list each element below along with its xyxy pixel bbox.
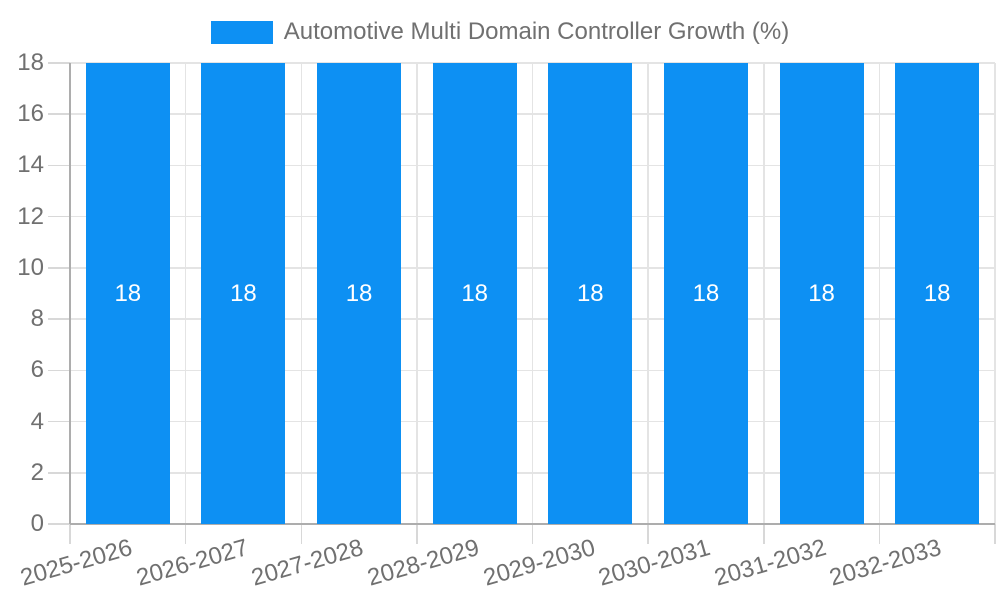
bar-value-label: 18 <box>923 279 951 307</box>
y-tick-label: 14 <box>17 151 44 179</box>
bar <box>317 63 402 524</box>
y-tick-mark <box>48 113 70 115</box>
bar <box>779 63 864 524</box>
x-tick-label: 2025-2026 <box>17 534 136 592</box>
x-tick-mark <box>878 524 881 544</box>
y-tick-mark <box>48 267 70 269</box>
x-tick-mark <box>763 524 765 544</box>
x-tick-label: 2030-2031 <box>595 534 714 592</box>
y-tick-label: 2 <box>30 458 44 486</box>
bar <box>85 63 170 524</box>
bar <box>663 63 748 524</box>
x-tick-mark <box>647 524 649 544</box>
bar-value-label: 18 <box>345 279 373 307</box>
bar-value-label: 18 <box>461 279 489 307</box>
x-tick-mark <box>69 524 71 544</box>
y-tick-label: 4 <box>30 407 44 435</box>
x-tick-label: 2029-2030 <box>479 534 598 592</box>
bar-value-label: 18 <box>808 279 835 307</box>
y-tick-mark <box>48 523 70 525</box>
y-tick-mark <box>48 62 70 64</box>
legend-label: Automotive Multi Domain Controller Growt… <box>283 18 790 45</box>
x-tick-label: 2031-2032 <box>711 534 830 592</box>
x-tick-label: 2028-2029 <box>364 534 483 592</box>
bar-value-label: 18 <box>576 279 604 307</box>
x-tick-mark <box>994 524 996 544</box>
y-tick-label: 0 <box>30 510 44 537</box>
x-tick-mark <box>416 524 418 544</box>
x-gridline <box>531 63 534 524</box>
x-gridline <box>300 63 302 524</box>
bar-value-label: 18 <box>114 279 142 307</box>
y-tick-label: 6 <box>30 356 44 384</box>
y-tick-label: 18 <box>17 49 44 76</box>
x-gridline <box>416 63 418 524</box>
y-axis-line <box>69 63 71 524</box>
y-tick-mark <box>48 420 70 423</box>
x-tick-label: 2027-2028 <box>248 534 367 592</box>
x-tick-label: 2026-2027 <box>133 534 251 592</box>
x-gridline <box>647 63 649 524</box>
bar <box>432 63 517 524</box>
y-tick-mark <box>48 472 70 474</box>
x-tick-mark <box>531 524 534 544</box>
bar <box>201 63 286 524</box>
y-tick-mark <box>48 369 70 372</box>
x-gridline <box>763 63 765 524</box>
bar <box>895 63 980 524</box>
x-gridline <box>184 63 187 524</box>
y-tick-label: 12 <box>17 202 44 230</box>
x-axis-line <box>70 523 995 525</box>
bar <box>548 63 633 524</box>
y-tick-label: 8 <box>30 305 44 333</box>
y-tick-mark <box>48 318 70 320</box>
y-tick-label: 16 <box>17 100 44 128</box>
x-gridline <box>994 63 996 524</box>
y-tick-label: 10 <box>17 253 44 281</box>
legend[interactable]: Automotive Multi Domain Controller Growt… <box>0 18 1000 46</box>
x-tick-mark <box>184 524 187 544</box>
x-gridline <box>878 63 881 524</box>
y-tick-mark <box>48 215 70 218</box>
x-tick-mark <box>300 524 302 544</box>
bar-value-label: 18 <box>230 279 257 307</box>
legend-swatch <box>210 20 273 44</box>
y-tick-mark <box>48 164 70 167</box>
x-tick-label: 2032-2033 <box>826 534 945 592</box>
bar-value-label: 18 <box>692 279 720 307</box>
